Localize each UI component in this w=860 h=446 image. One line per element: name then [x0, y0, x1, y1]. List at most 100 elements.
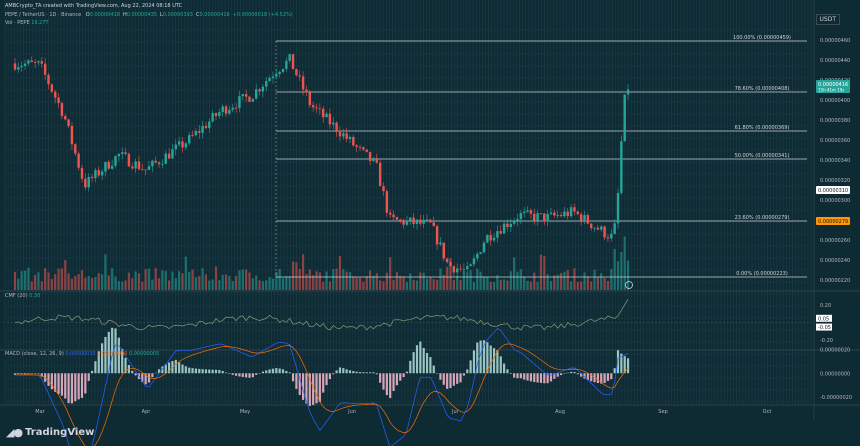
time-axis-tick: Jun	[347, 409, 356, 415]
volume-bar	[34, 274, 37, 290]
volume-bar	[526, 280, 529, 290]
candle-body	[469, 264, 472, 267]
macd-histogram-bar	[295, 373, 298, 389]
volume-bar	[241, 269, 244, 290]
volume-bar	[271, 278, 275, 290]
candle-body	[188, 135, 191, 144]
macd-histogram-bar	[161, 366, 164, 374]
candle-body	[526, 210, 529, 212]
macd-line	[15, 328, 629, 446]
volume-bar	[610, 269, 613, 290]
volume-bar	[64, 260, 67, 290]
volume-bar	[214, 266, 218, 290]
volume-bar	[358, 277, 362, 290]
macd-histogram-bar	[503, 363, 506, 374]
volume-bar	[415, 280, 419, 290]
volume-bar	[198, 276, 201, 290]
volume-bar	[375, 273, 378, 290]
candle-body	[335, 122, 338, 133]
macd-histogram-bar	[235, 373, 238, 376]
candle-body	[238, 96, 241, 108]
candle-body	[415, 219, 419, 225]
ohlc-values: O0.00000418 H0.00000435 L0.00000393 C0.0000…	[83, 12, 293, 18]
candle-body	[211, 113, 214, 122]
currency-button[interactable]: USDT	[815, 14, 840, 25]
macd-histogram-bar	[590, 373, 593, 382]
volume-bar	[529, 281, 532, 290]
macd-histogram-bar	[389, 373, 392, 399]
candle-body	[40, 61, 43, 64]
macd-histogram-bar	[94, 361, 97, 374]
macd-legend[interactable]: MACD (close, 12, 26, 9) 0.00000035 0.000…	[5, 351, 159, 357]
candle-body	[368, 151, 372, 162]
candle-body	[37, 61, 40, 63]
volume-bar	[245, 269, 248, 290]
macd-histogram-bar	[553, 373, 556, 379]
volume-bar	[436, 279, 439, 290]
macd-histogram-bar	[610, 373, 613, 380]
candle-body	[43, 63, 47, 75]
candle-body	[539, 213, 543, 215]
volume-bar	[486, 276, 489, 290]
macd-histogram-bar	[157, 369, 161, 374]
volume-bar	[372, 275, 375, 290]
candle-body	[278, 71, 281, 75]
candle-body	[177, 141, 181, 145]
volume-bar	[114, 276, 117, 290]
macd-histogram-bar	[533, 373, 536, 383]
macd-histogram-bar	[616, 350, 620, 374]
macd-histogram-bar	[124, 357, 127, 374]
candle-body	[405, 220, 409, 225]
volume-bar	[312, 275, 315, 290]
volume-bar	[201, 268, 204, 290]
macd-histogram-bar	[151, 373, 154, 378]
macd-histogram-bar	[325, 373, 328, 386]
fib-level-label: 61.80% (0.00000369)	[735, 125, 790, 131]
volume-bar	[536, 281, 539, 290]
volume-bar	[476, 268, 479, 290]
volume-bar	[117, 281, 120, 290]
macd-histogram-bar	[432, 365, 435, 374]
volume-bar	[425, 278, 429, 290]
candle-body	[576, 211, 579, 215]
cmf-level-label: 0.05	[818, 316, 829, 322]
volume-bar	[335, 268, 338, 290]
macd-histogram-bar	[211, 369, 214, 374]
volume-bar	[355, 277, 358, 290]
macd-histogram-bar	[191, 368, 194, 374]
macd-histogram-bar	[84, 373, 87, 394]
price-label-box	[816, 217, 850, 225]
macd-histogram-bar	[489, 345, 492, 374]
macd-histogram-bar	[486, 342, 489, 374]
volume-bar	[181, 273, 184, 290]
macd-signal-line	[14, 343, 629, 446]
candle-body	[342, 133, 345, 137]
volume-bar	[318, 272, 321, 290]
volume-bar	[168, 280, 171, 290]
candle-body	[154, 160, 157, 163]
cmf-line	[14, 299, 629, 331]
tradingview-brand-text: TradingView	[25, 427, 95, 438]
macd-histogram-bar	[64, 373, 67, 399]
macd-histogram-bar	[194, 368, 197, 374]
cmf-legend[interactable]: CMF (20) 0.30	[5, 293, 40, 299]
volume-bar	[87, 276, 90, 290]
price-label-text: 0.00000310	[818, 188, 848, 194]
volume-bar	[606, 280, 610, 290]
volume-bar	[285, 276, 288, 290]
macd-histogram-bar	[224, 372, 228, 374]
candle-body	[482, 242, 486, 253]
macd-histogram-bar	[576, 373, 579, 375]
candle-body	[345, 133, 348, 139]
candle-body	[603, 226, 606, 238]
volume-bar	[291, 261, 295, 290]
candle-body	[429, 219, 432, 223]
candle-body	[77, 153, 80, 168]
price-axis-tick: 0.00000220	[820, 278, 850, 284]
macd-histogram-bar	[312, 373, 315, 405]
candle-body	[261, 86, 265, 92]
macd-histogram-bar	[606, 373, 610, 381]
volume-bar	[596, 277, 599, 290]
candle-body	[462, 269, 466, 270]
